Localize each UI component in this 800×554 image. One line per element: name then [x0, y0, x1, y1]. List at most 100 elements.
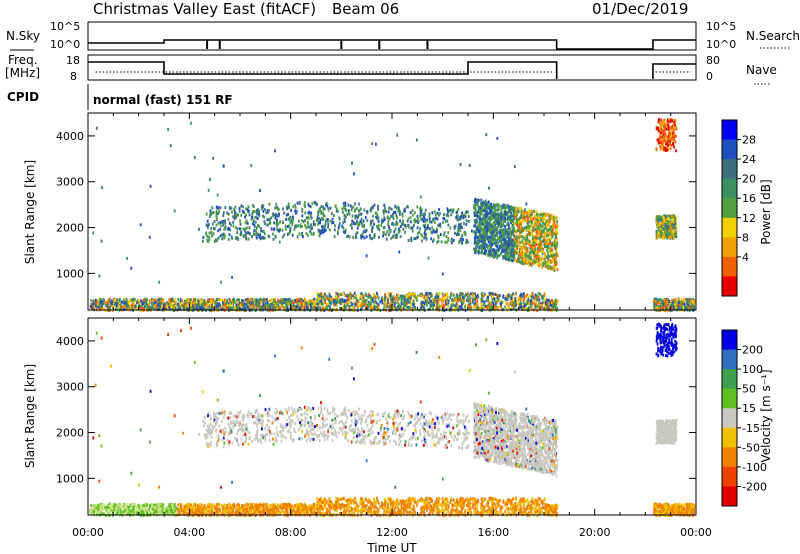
data-point	[243, 211, 245, 215]
data-point	[536, 227, 539, 231]
data-point	[494, 214, 497, 218]
data-point	[234, 205, 237, 209]
data-point	[555, 244, 558, 248]
data-point	[457, 226, 460, 230]
data-point	[283, 211, 286, 215]
data-point	[555, 222, 557, 226]
data-point	[504, 245, 507, 249]
data-point	[410, 226, 413, 230]
data-point	[388, 217, 391, 221]
data-point	[431, 218, 434, 222]
cpid-text: normal (fast) 151 RF	[93, 93, 233, 107]
data-point	[353, 295, 356, 299]
data-point	[127, 307, 130, 311]
data-point	[535, 218, 537, 222]
data-point	[131, 307, 134, 311]
data-point	[332, 307, 335, 311]
data-point	[422, 223, 425, 227]
data-point	[146, 305, 149, 309]
data-point	[682, 307, 685, 311]
data-point	[504, 219, 507, 223]
data-point	[212, 300, 214, 304]
data-point	[549, 239, 551, 243]
data-point	[136, 305, 139, 309]
data-point	[530, 244, 533, 248]
data-point	[241, 307, 244, 311]
data-point	[222, 304, 225, 308]
data-point	[549, 218, 552, 222]
data-point	[112, 305, 115, 309]
data-point	[90, 303, 93, 307]
data-point	[431, 211, 434, 215]
data-point	[456, 304, 459, 308]
data-point	[522, 245, 525, 249]
data-point	[550, 225, 553, 229]
data-point	[435, 307, 438, 311]
data-point	[667, 297, 670, 301]
data-point	[409, 215, 412, 219]
data-point	[303, 200, 306, 204]
data-point	[450, 208, 453, 212]
data-point	[212, 232, 215, 236]
data-point	[163, 302, 166, 306]
data-point	[274, 300, 276, 304]
data-point	[487, 254, 490, 258]
data-point	[309, 230, 312, 234]
data-point	[256, 302, 259, 306]
data-point	[402, 307, 405, 311]
data-point	[228, 206, 231, 210]
data-point	[418, 230, 421, 234]
data-point	[310, 227, 313, 231]
data-point	[230, 206, 233, 210]
data-point	[487, 295, 489, 299]
data-point	[496, 202, 499, 206]
data-point	[208, 235, 211, 239]
data-point	[498, 299, 501, 303]
data-point	[460, 215, 462, 219]
data-point	[549, 307, 551, 311]
data-point	[524, 249, 527, 253]
data-point	[487, 303, 490, 307]
data-point	[347, 298, 350, 302]
data-point	[554, 265, 557, 269]
data-point	[299, 302, 302, 306]
data-point	[486, 230, 489, 234]
data-point	[369, 297, 372, 301]
data-point	[104, 300, 107, 304]
data-point	[395, 213, 398, 217]
data-point	[394, 204, 397, 208]
data-point	[217, 304, 220, 308]
data-point	[414, 237, 417, 241]
data-point	[430, 230, 433, 234]
data-point	[232, 215, 235, 219]
data-point	[462, 216, 465, 220]
data-point	[490, 207, 493, 211]
data-point	[510, 247, 513, 251]
data-point	[484, 212, 487, 216]
data-point	[520, 222, 522, 226]
data-point	[494, 229, 497, 233]
data-point	[287, 206, 290, 210]
data-point	[526, 250, 529, 254]
data-point	[423, 302, 426, 306]
data-point	[518, 305, 521, 309]
data-point	[355, 235, 358, 239]
data-point	[336, 292, 339, 296]
data-point	[425, 226, 428, 230]
data-point	[523, 215, 526, 219]
data-point	[455, 297, 457, 301]
data-point	[364, 229, 367, 233]
data-point	[120, 305, 123, 309]
data-point	[196, 303, 198, 307]
data-point	[511, 207, 514, 211]
data-point	[506, 241, 509, 245]
data-point	[295, 225, 298, 229]
data-point	[301, 207, 304, 211]
data-point	[411, 306, 414, 310]
data-point	[506, 255, 509, 259]
data-point	[450, 304, 453, 308]
data-point	[176, 302, 179, 306]
data-point	[497, 224, 500, 228]
data-point	[484, 304, 487, 308]
data-point	[311, 299, 313, 303]
